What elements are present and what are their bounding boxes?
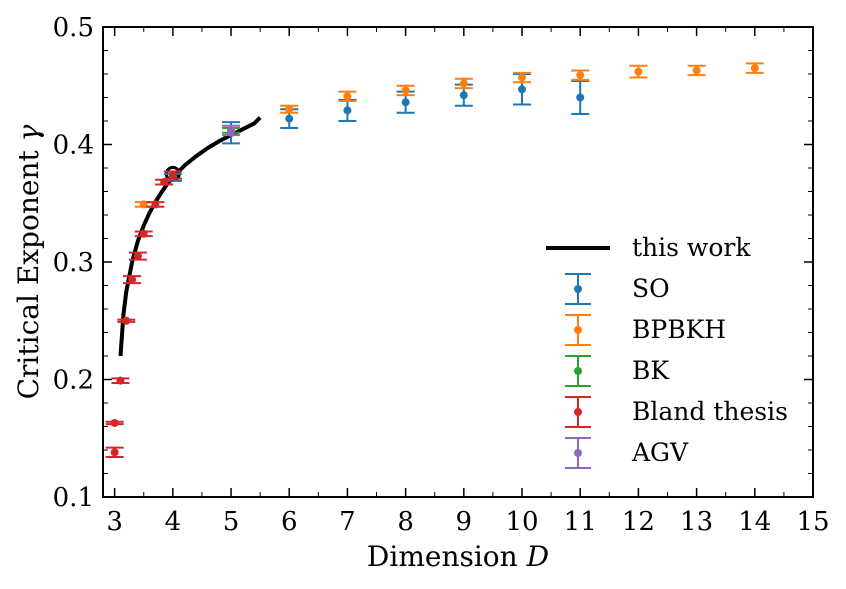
agv-marker [227, 126, 236, 135]
plot-frame [102, 26, 814, 498]
so-marker [343, 106, 352, 115]
legend-label-bland-thesis: Bland thesis [632, 397, 788, 426]
x-tick-label: 12 [622, 507, 655, 537]
tick-labels: 3 4 5 6 7 8 9 10 11 12 13 14 15 0.1 0.2 0.3 0.4 0.5 [53, 13, 830, 537]
bland-thesis-marker [110, 418, 119, 427]
bland-thesis-point [134, 229, 153, 238]
x-tick-label: 3 [106, 507, 123, 537]
bland-thesis-point [105, 418, 124, 427]
legend-label-agv: AGV [631, 438, 689, 467]
x-tick-label: 8 [397, 507, 414, 537]
bland-thesis-point [163, 170, 182, 180]
legend-label-so: SO [632, 274, 670, 303]
x-tick-label: 5 [223, 507, 240, 537]
bpbkh-point [280, 104, 299, 114]
bpbkh-marker [576, 71, 585, 80]
so-marker [576, 93, 585, 102]
bland-thesis-marker [110, 448, 119, 457]
x-tick-label: 7 [339, 507, 356, 537]
bpbkh-point [571, 69, 590, 81]
bpbkh-point [338, 90, 357, 103]
legend-marker-bk [574, 367, 582, 375]
legend-label-bk: BK [632, 356, 670, 385]
so-marker [401, 98, 410, 107]
bland-thesis-marker [122, 316, 131, 325]
legend-item-so: SO [565, 273, 670, 305]
legend-item-bland-thesis: Bland thesis [565, 396, 788, 428]
y-tick-label: 0.2 [53, 366, 94, 396]
y-tick-label: 0.5 [53, 13, 94, 43]
legend-label-this-work: this work [632, 233, 751, 262]
y-axis-label-text: Critical Exponent [12, 150, 45, 400]
so-marker [285, 114, 294, 123]
x-tick-label: 6 [281, 507, 298, 537]
bpbkh-point [513, 71, 532, 84]
bland-thesis-point [128, 251, 147, 261]
x-tick-label: 9 [456, 507, 473, 537]
bpbkh-marker [459, 79, 468, 88]
bpbkh-marker [692, 66, 701, 75]
x-tick-label: 4 [165, 507, 182, 537]
bpbkh-marker [634, 67, 643, 76]
bland-thesis-point [155, 178, 174, 187]
so-point [571, 80, 590, 115]
legend-item-bk: BK [565, 355, 670, 387]
y-axis-label-symbol: γ [12, 124, 45, 141]
bpbkh-marker [139, 200, 148, 209]
x-tick-label: 13 [680, 507, 713, 537]
bpbkh-marker [750, 64, 759, 73]
points-layer [105, 62, 764, 459]
x-tick-label: 10 [505, 507, 538, 537]
legend-label-bpbkh: BPBKH [632, 315, 726, 344]
y-tick-label: 0.4 [53, 131, 94, 161]
legend-item-this-work: this work [546, 233, 751, 262]
legend-marker-bpbkh [574, 326, 582, 334]
bland-thesis-marker [168, 171, 177, 180]
bland-thesis-marker [151, 200, 160, 209]
legend: this work SO BPBKH BK Bland thesis AGV [546, 233, 788, 469]
bpbkh-marker [518, 73, 527, 82]
so-marker [459, 91, 468, 100]
legend-item-bpbkh: BPBKH [565, 314, 726, 346]
bland-thesis-marker [128, 275, 137, 284]
bland-thesis-point [146, 200, 165, 209]
y-tick-label: 0.1 [53, 483, 94, 513]
bland-thesis-marker [139, 229, 148, 238]
legend-marker-agv [574, 449, 582, 457]
legend-item-agv: AGV [565, 437, 689, 469]
agv-point [222, 124, 241, 137]
bpbkh-point [396, 84, 415, 97]
bpbkh-marker [343, 92, 352, 101]
y-axis-label: Critical Exponent γ [12, 124, 45, 399]
bpbkh-point [454, 77, 473, 90]
so-point [338, 98, 357, 122]
bpbkh-point [687, 64, 706, 77]
bland-thesis-point [105, 446, 124, 459]
x-tick-label: 14 [738, 507, 771, 537]
bland-thesis-point [117, 316, 136, 325]
bland-thesis-point [111, 376, 130, 385]
bpbkh-point [745, 62, 764, 74]
bpbkh-marker [285, 105, 294, 114]
x-axis-label-text: Dimension [367, 540, 518, 573]
so-marker [518, 85, 527, 94]
x-tick-label: 15 [796, 507, 829, 537]
legend-marker-bland-thesis [574, 408, 582, 416]
bland-thesis-marker [116, 376, 125, 385]
bland-thesis-marker [133, 252, 142, 261]
legend-marker-so [574, 285, 582, 293]
y-tick-label: 0.3 [53, 248, 94, 278]
bland-thesis-point [123, 275, 142, 285]
bpbkh-point [629, 64, 648, 79]
x-axis-label: Dimension D [367, 540, 549, 573]
x-axis-label-symbol: D [526, 540, 549, 573]
ticks-layer [103, 26, 814, 498]
x-tick-label: 11 [564, 507, 597, 537]
bpbkh-marker [401, 86, 410, 95]
bland-thesis-marker [160, 178, 169, 187]
